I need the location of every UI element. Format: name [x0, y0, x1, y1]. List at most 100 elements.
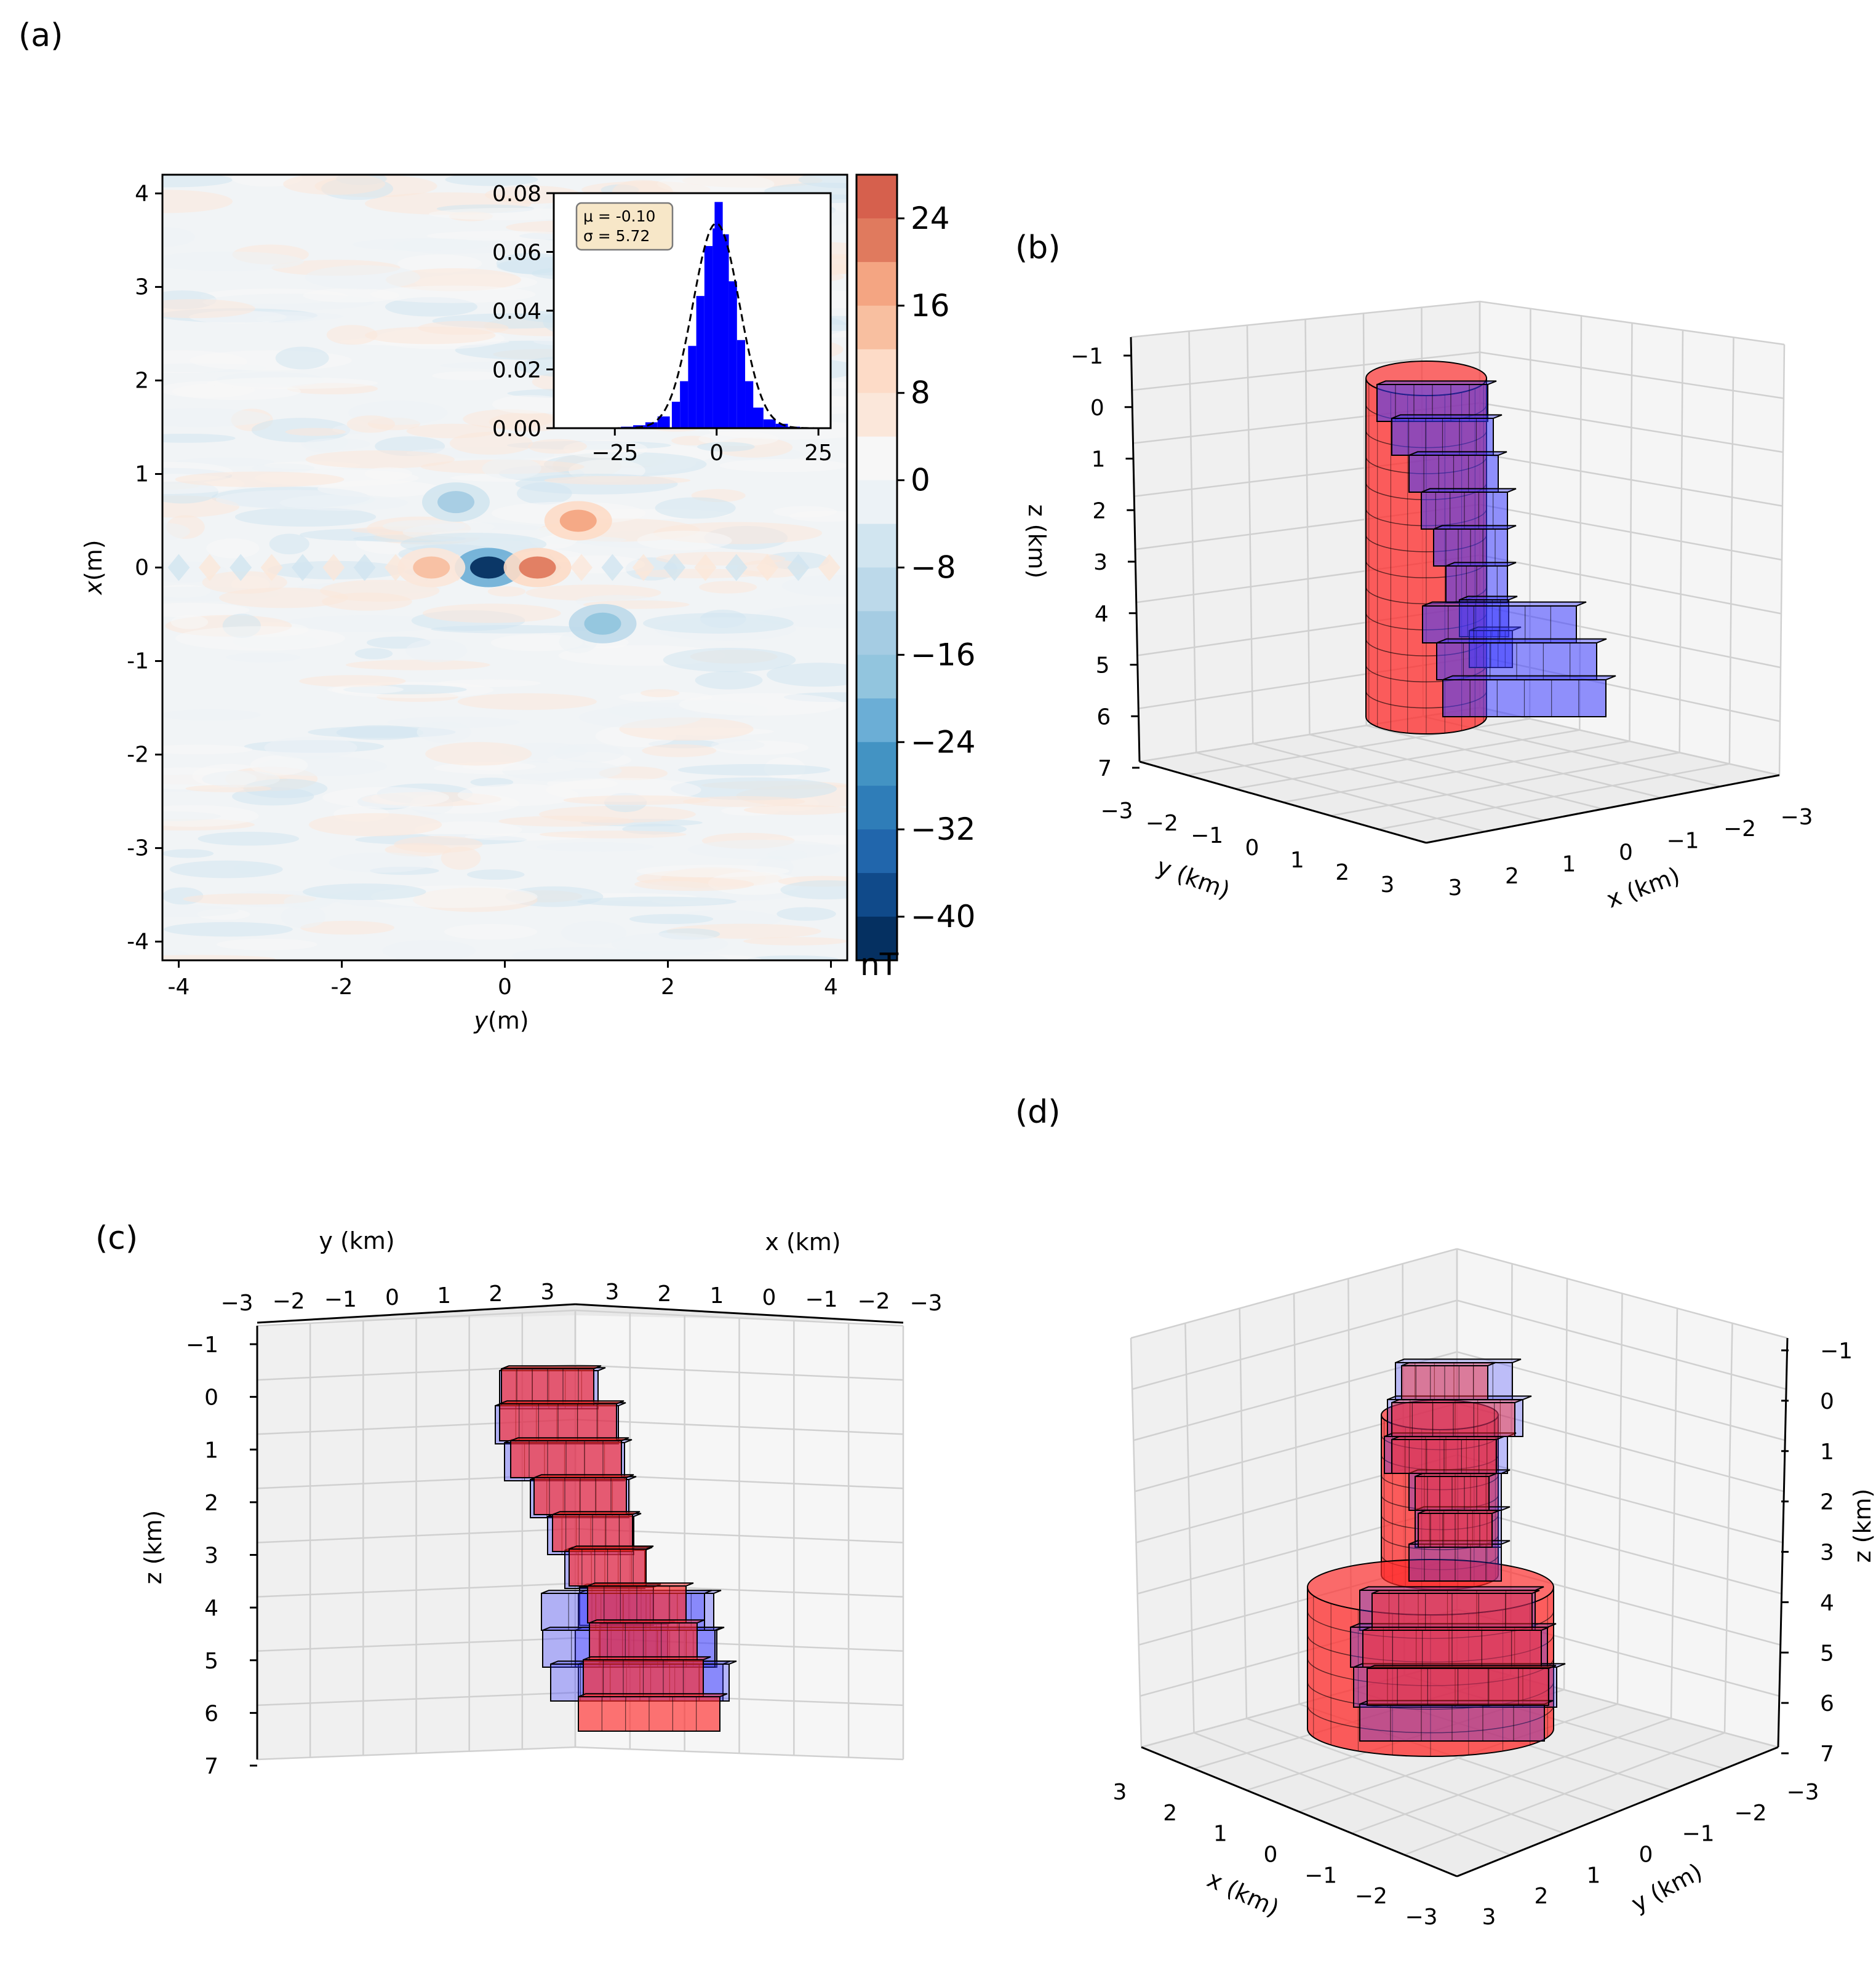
heatmap-noise-streak: [283, 173, 385, 195]
heatmap-noise-streak: [206, 538, 259, 558]
panel-c-xtick-label: −3: [909, 1291, 942, 1316]
heatmap-noise-streak: [226, 653, 301, 663]
histogram-bar: [737, 340, 745, 428]
heatmap-ytick-label: 3: [135, 274, 149, 300]
colorbar-tick-label: −16: [911, 637, 976, 672]
heatmap-xtick-label: 2: [661, 974, 675, 1000]
heatmap-noise-streak: [252, 463, 314, 472]
panel-c: (c) −101234567 −3 −2 −1 0 1 2 3 3 2 1 0 −1 −2 −3 y (…: [95, 1220, 943, 1779]
panel-d-recovered-slab-top: [1360, 1587, 1544, 1590]
panel-c-xtick-label: −1: [805, 1287, 837, 1312]
heatmap-xtick-label: 4: [824, 974, 838, 1000]
heatmap-noise-streak: [127, 408, 271, 427]
panel-d-true-slab: [1392, 1400, 1522, 1436]
panel-b-ytick-label: −2: [1146, 811, 1178, 836]
panel-d-ytick-label: −2: [1734, 1801, 1766, 1826]
panel-b-recovered-slab: [1421, 488, 1516, 529]
histogram-bar: [729, 281, 737, 428]
panel-b-ytick-label: 3: [1381, 872, 1395, 898]
panel-d-ztick-label: 3: [1820, 1540, 1834, 1566]
panel-c-true-slab: [588, 1583, 693, 1623]
heatmap-noise-streak: [711, 739, 765, 751]
panel-c-ztick-label: 1: [204, 1438, 218, 1463]
heatmap-xtick-label: -2: [331, 974, 353, 1000]
panel-d-ytick-label: −1: [1682, 1822, 1714, 1847]
heatmap-ytick-label: -4: [127, 930, 149, 955]
panel-d-true-slab: [1367, 1665, 1556, 1705]
panel-b-ytick-label: 0: [1245, 835, 1259, 861]
panel-d-ztick-label: 1: [1820, 1440, 1834, 1465]
heatmap-noise-streak: [679, 693, 843, 715]
panel-c-xtick-label: 1: [710, 1283, 724, 1309]
panel-c-true-slab: [501, 1366, 601, 1406]
histogram-bar: [704, 246, 712, 428]
heatmap-noise-streak: [309, 813, 442, 837]
panel-c-true-slab: [589, 1620, 704, 1660]
panel-b-xtick-label: 1: [1562, 852, 1576, 877]
heatmap-noise-streak: [170, 861, 283, 878]
panel-c-true-slab-top: [578, 1694, 727, 1697]
panel-b-xtick-label: 0: [1619, 840, 1633, 866]
panel-c-xlabel: x (km): [765, 1229, 840, 1256]
heatmap-noise-streak: [688, 840, 841, 859]
panel-b-ytick-label: −1: [1191, 823, 1223, 848]
heatmap-noise-streak: [634, 878, 754, 891]
heatmap-noise-streak: [637, 531, 732, 551]
panel-c-true-slab-top: [501, 1366, 601, 1369]
panel-c-ztick-label: 6: [204, 1701, 218, 1726]
heatmap-noise-streak: [285, 428, 346, 436]
panel-b-recovered-lower-slab-top: [1423, 602, 1586, 606]
inset-xtick-label: 0: [709, 440, 724, 466]
panel-d-ytick-label: 2: [1535, 1884, 1549, 1909]
panel-d-xlabel: x (km): [1203, 1865, 1283, 1922]
panel-b-recovered-slab-top: [1409, 452, 1507, 455]
panel-c-true-slab: [500, 1401, 624, 1441]
histogram-bar: [680, 381, 688, 428]
heatmap-noise-streak: [355, 648, 393, 659]
panel-d-ztick-label: 4: [1820, 1590, 1834, 1615]
heatmap-noise-streak: [143, 745, 253, 755]
heatmap-anomaly-core: [437, 491, 474, 513]
panel-d-ztick-label: 2: [1820, 1490, 1834, 1515]
panel-c-true-slab: [534, 1475, 634, 1515]
heatmap-noise-streak: [303, 883, 426, 900]
colorbar-tick-label: −24: [911, 724, 976, 760]
heatmap-ytick-label: -1: [127, 649, 149, 674]
panel-c-label: (c): [95, 1220, 138, 1257]
panel-b-recovered-slab-top: [1446, 562, 1516, 566]
heatmap-noise-streak: [695, 671, 763, 690]
heatmap-noise-streak: [198, 832, 299, 846]
panel-b-xtick-label: 3: [1448, 875, 1463, 901]
panel-d-true-slab: [1402, 1363, 1495, 1400]
panel-d-ztick-label: 7: [1820, 1742, 1834, 1767]
panel-d-true-slab-top: [1402, 1363, 1495, 1366]
panel-c-ztick-label: 2: [204, 1491, 218, 1516]
inset-xtick-label: 25: [804, 440, 832, 466]
colorbar-tick-label: −8: [911, 550, 956, 586]
heatmap-noise-streak: [743, 937, 847, 946]
panel-d-ztick-label: 6: [1820, 1691, 1834, 1716]
heatmap-noise-streak: [115, 811, 221, 821]
panel-b-xtick-label: −3: [1780, 805, 1813, 830]
panel-c-true-slab-top: [588, 1583, 693, 1586]
panel-d-true-slab-top: [1372, 1590, 1539, 1593]
panel-d-xtick-label: 0: [1264, 1843, 1278, 1868]
panel-c-ztick-label: 7: [204, 1754, 218, 1779]
colorbar-level: [856, 218, 897, 262]
panel-b-z-ticks: −101234567: [1071, 344, 1140, 781]
panel-c-true-slab: [578, 1694, 727, 1731]
heatmap-noise-streak: [612, 933, 728, 955]
heatmap-noise-streak: [394, 836, 482, 853]
panel-b-recovered-lower-slab-top: [1443, 676, 1616, 680]
panel-b-ztick-label: 0: [1090, 396, 1104, 421]
panel-d-ztick-label: 5: [1820, 1641, 1834, 1666]
panel-d-ytick-label: 0: [1639, 1843, 1653, 1868]
panel-d-xtick-label: −2: [1355, 1884, 1387, 1909]
panel-d-true-slab: [1418, 1510, 1499, 1547]
panel-b-ztick-label: 2: [1092, 498, 1106, 524]
panel-b-recovered-slab-top: [1421, 488, 1516, 492]
heatmap-noise-streak: [322, 592, 412, 610]
heatmap-anomaly-core: [413, 557, 450, 579]
